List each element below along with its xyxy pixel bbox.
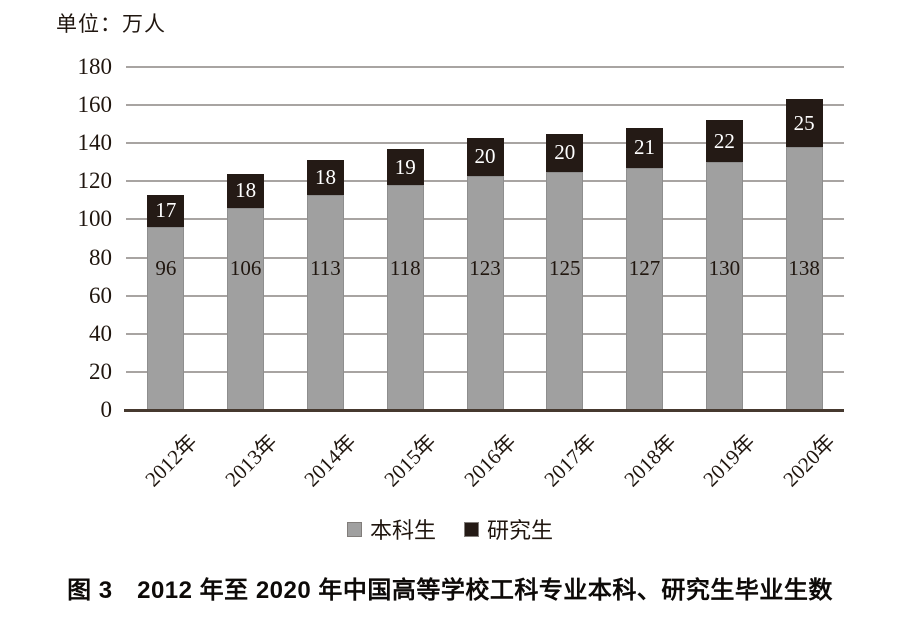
y-axis-unit-label: 单位：万人 — [56, 12, 166, 36]
y-axis-label-20: 20 — [89, 358, 112, 384]
y-axis-label-120: 120 — [77, 168, 113, 194]
bar-value-本科生-2016年: 123 — [469, 256, 501, 280]
bar-研究生-2015年: 19 — [386, 148, 424, 186]
gridline-160 — [126, 104, 844, 107]
y-axis-label-180: 180 — [77, 54, 113, 79]
bar-value-本科生-2017年: 125 — [549, 256, 581, 280]
bar-本科生-2013年 — [227, 208, 265, 410]
y-axis-label-60: 60 — [89, 282, 112, 308]
bar-value-本科生-2018年: 127 — [628, 256, 661, 280]
bar-研究生-2012年: 17 — [147, 194, 185, 228]
bar-value-本科生-2014年: 113 — [310, 256, 341, 280]
legend-item-研究生: 研究生 — [464, 513, 553, 545]
bar-value-本科生-2015年: 118 — [389, 256, 421, 280]
bar-研究生-2020年: 25 — [785, 99, 823, 148]
bar-研究生-2019年: 22 — [705, 120, 743, 163]
y-axis-label-0: 0 — [100, 397, 113, 422]
bar-本科生-2019年 — [705, 162, 743, 410]
bar-value-本科生-2012年: 96 — [155, 256, 177, 280]
legend-label: 本科生 — [369, 518, 436, 543]
bar-value-本科生-2020年: 138 — [788, 256, 820, 280]
y-axis-label-80: 80 — [89, 244, 112, 270]
bar-本科生-2012年 — [147, 227, 185, 410]
bar-本科生-2017年 — [546, 171, 584, 410]
bar-研究生-2017年: 20 — [546, 133, 584, 172]
bar-value-本科生-2013年: 106 — [229, 256, 262, 280]
bar-研究生-2016年: 20 — [466, 137, 504, 176]
legend-label: 研究生 — [487, 518, 554, 543]
legend-swatch-icon — [464, 521, 479, 537]
bar-研究生-2014年: 18 — [306, 160, 344, 195]
bar-本科生-2014年 — [306, 194, 344, 410]
bar-研究生-2013年: 18 — [227, 173, 265, 208]
bar-本科生-2018年 — [626, 167, 664, 410]
y-axis-label-40: 40 — [89, 320, 112, 346]
bar-本科生-2015年 — [386, 185, 424, 410]
bar-本科生-2016年 — [466, 175, 504, 410]
y-axis-label-160: 160 — [77, 92, 113, 118]
y-axis-label-100: 100 — [77, 206, 113, 232]
bar-本科生-2020年 — [785, 147, 823, 410]
legend: 本科生 研究生 — [0, 513, 900, 545]
y-axis-label-140: 140 — [77, 130, 113, 156]
bar-value-本科生-2019年: 130 — [708, 256, 741, 280]
legend-swatch-icon — [346, 521, 362, 537]
gridline-180 — [126, 66, 844, 68]
x-axis-line — [124, 409, 844, 412]
bar-研究生-2018年: 21 — [626, 127, 664, 168]
figure-caption: 图 3 2012 年至 2020 年中国高等学校工科专业本科、研究生毕业生数 — [67, 577, 833, 604]
legend-item-本科生: 本科生 — [346, 513, 436, 545]
